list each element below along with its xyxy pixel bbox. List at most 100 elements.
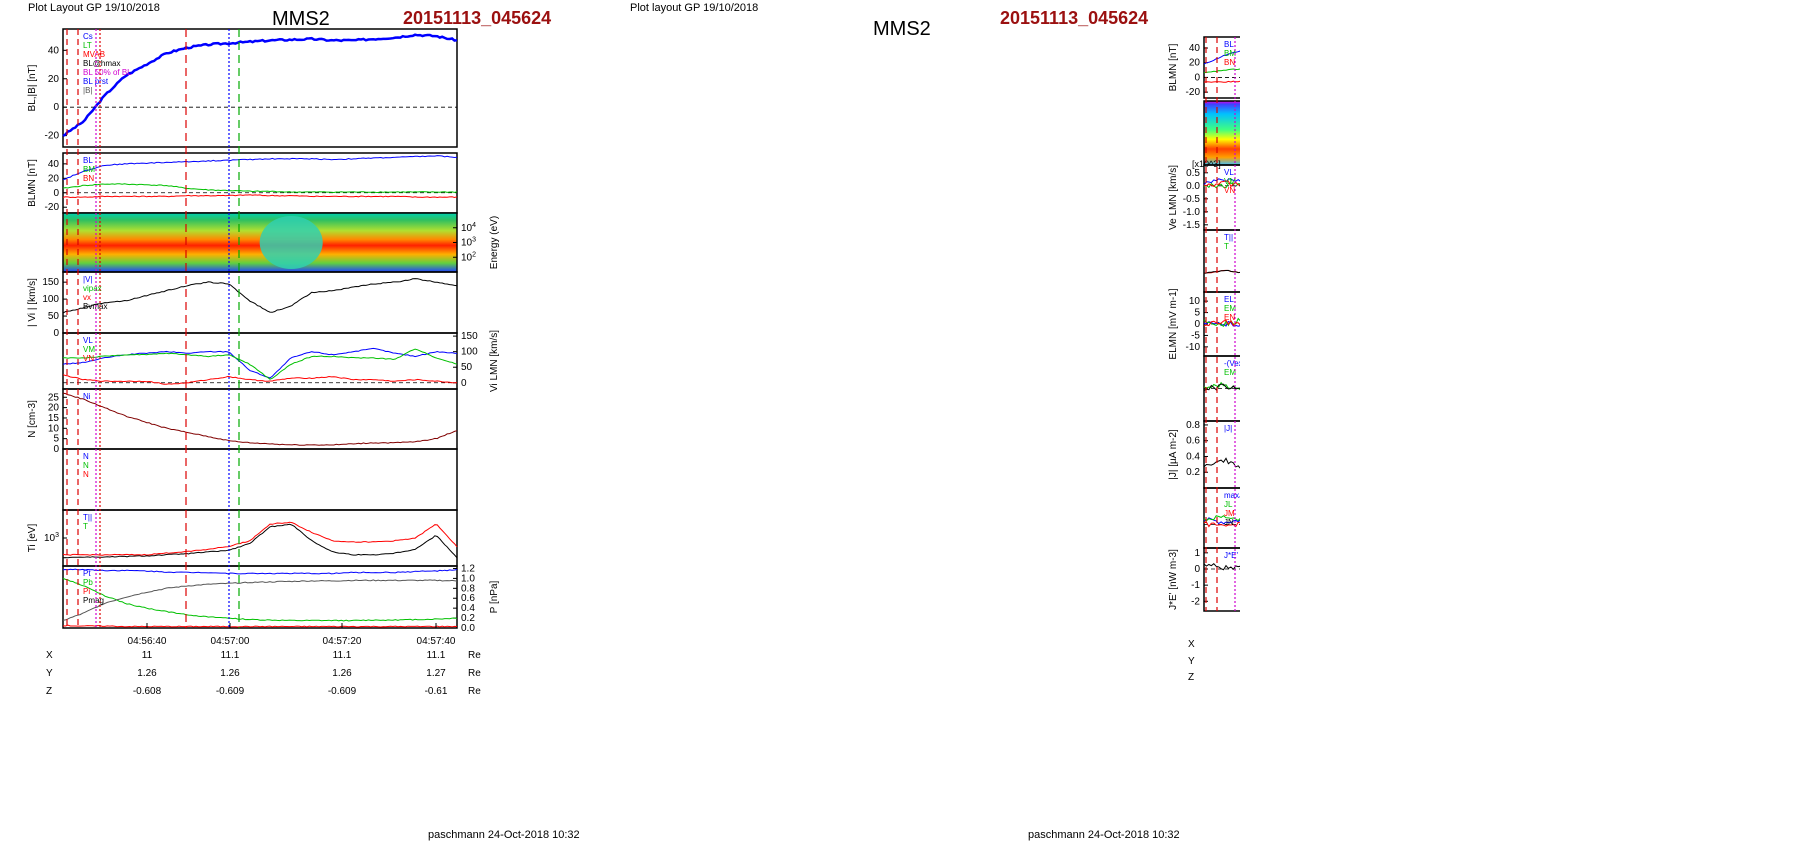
ephemeris-value: 11.1 [221,650,240,661]
panel-Te: Te [eV]T||T [1203,229,1240,293]
ytick-label: -1.5 [1183,220,1201,231]
series-line-2 [62,579,458,621]
right-event-id: 20151113_045624 [1000,8,1149,28]
ylabel: Ve LMN [km/s] [1168,165,1179,230]
ytick-label: 50 [48,311,60,322]
panel-frame [1203,164,1240,231]
ytick-label: 25 [48,392,60,403]
ytick-label: 1.2 [461,563,475,574]
legend-entry: Pmag [83,596,104,605]
ytick-label: 0.8 [461,583,475,594]
ephemeris-unit: Re [468,668,481,679]
ytick-label: 0 [1194,564,1200,575]
ephemeris-label: Z [46,686,52,697]
ytick-label: 40 [1189,43,1201,54]
panel-JLMN: 0.60.40.20.0-0.2-0.4J [µA m-2]maxJJLJMJN [1203,487,1240,549]
legend-entry: JL [1224,500,1233,509]
legend-entry: Pt [83,569,91,578]
panel-frame [62,28,458,148]
legend-entry: BL 50% of BL [83,68,132,77]
legend-entry: T [1224,242,1229,251]
ytick-label: 0.8 [1186,420,1200,431]
panel-Ei: 104 103 102 Energy (eV) [62,212,500,273]
panel-VeLMN: 0.5 0.0 -0.5 -1.0 -1.5 Ve LMN [km/s] [x10^3]VL… [1168,159,1240,231]
ytick-label: 0.6 [1186,436,1200,447]
ytick-label: 0 [53,444,59,455]
legend-entry: MVAB [83,50,105,59]
ytick-label: -20 [1186,87,1201,98]
right-plot-header: Plot layout GP 19/10/2018 [630,2,759,14]
panel-frame [1203,487,1240,549]
legend-entry: VM [1224,177,1236,186]
ephemeris-label: Y [1188,656,1195,667]
ylabel: Vi LMN [km/s] [489,330,500,392]
legend-entry: T|| [83,513,92,522]
series-line-0 [62,521,458,556]
time-tick-label: 04:57:40 [417,636,456,647]
ytick-label: 0.6 [461,593,475,604]
ytick-label: -2 [1191,596,1200,607]
ytick-label: 100 [461,347,478,358]
ytick-label: 103 [44,532,59,544]
legend-entry: Pi [83,587,90,596]
legend-entry: LT [83,41,92,50]
ytick-label: 1.0 [461,573,475,584]
legend-entry: |V| [83,275,93,284]
ylabel: BLMN [nT] [1168,43,1179,91]
left-event-id: 20151113_045624 [403,8,552,28]
legend-entry: N [83,452,89,461]
ytick-label: -10 [1186,342,1201,353]
legend-entry: EM [1224,304,1236,313]
ytick-label: 0.4 [1186,451,1200,462]
legend-entry: VL [83,336,93,345]
ephemeris-unit: Re [468,650,481,661]
ytick-label: 5 [53,434,59,445]
legend-entry: EL [1224,295,1234,304]
ytick-label: 15 [48,413,60,424]
legend-entry: |B| [83,86,93,95]
ytick-label: 20 [48,74,60,85]
series-line-2 [62,194,458,199]
ytick-label: -20 [45,131,60,142]
ytick-label: 0.2 [461,613,475,624]
right-footer: paschmann 24-Oct-2018 10:32 [1028,829,1180,841]
ytick-label: 0 [1194,72,1200,83]
panel-frame [1203,229,1240,293]
legend-entry: vipax [83,284,102,293]
ytick-label: 0.4 [461,603,475,614]
legend-entry: BM [1224,49,1236,58]
ytick-label: 103 [461,237,476,249]
left-plot-header: Plot Layout GP 19/10/2018 [28,2,160,14]
ytick-label: -5 [1191,330,1200,341]
legend-entry: JM [1224,509,1235,518]
time-tick-label: 04:56:40 [128,636,167,647]
legend-entry: T|| [1224,233,1233,242]
legend-entry: BL [83,156,93,165]
series-line-1 [62,577,458,622]
ephemeris-value: 1.26 [137,668,157,679]
panel-Ee: 104103102101Energy (eV) [1203,100,1240,166]
ylabel: |J| [µA m-2] [1168,429,1179,480]
legend-entry: N [83,470,89,479]
ytick-label: 100 [42,294,59,305]
ytick-label: 20 [1189,58,1201,69]
ephemeris-value: -0.609 [328,686,357,697]
legend-entry: VM [83,345,95,354]
panel-frame [62,152,458,214]
ytick-label: 0 [53,188,59,199]
ytick-label: 0.0 [461,623,475,634]
ephemeris-value: -0.608 [133,686,162,697]
ephemeris-value: 1.26 [332,668,352,679]
left-footer: paschmann 24-Oct-2018 10:32 [428,829,580,841]
panel-frame [1203,100,1240,166]
legend-entry: N [83,461,89,470]
ytick-label: 150 [461,331,478,342]
ephemeris-value: 1.27 [426,668,446,679]
ylabel: BLMN [nT] [27,159,38,207]
